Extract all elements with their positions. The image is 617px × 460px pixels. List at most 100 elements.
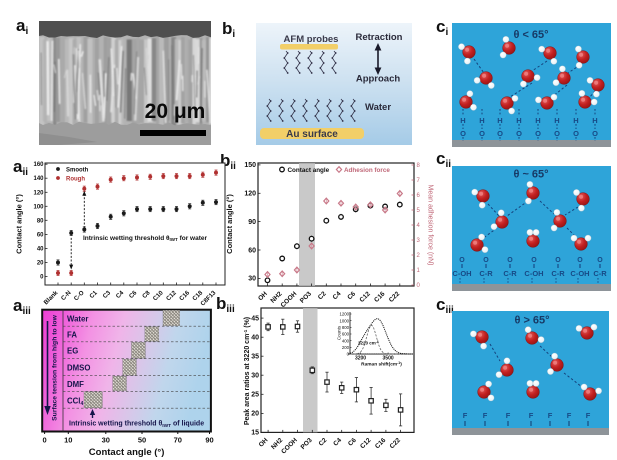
svg-text:120: 120 (33, 190, 44, 196)
svg-text:‖: ‖ (557, 264, 560, 270)
svg-text:OH: OH (258, 437, 270, 449)
svg-text:Retraction: Retraction (356, 32, 403, 43)
svg-text:2: 2 (417, 253, 421, 259)
svg-text:PO3: PO3 (300, 437, 314, 451)
svg-text:C-OH: C-OH (452, 269, 471, 278)
svg-text:Mean adhesion force (nN): Mean adhesion force (nN) (427, 185, 434, 266)
svg-text:60: 60 (248, 247, 256, 254)
svg-text:F: F (586, 411, 591, 420)
svg-text:0: 0 (347, 352, 350, 357)
svg-text:C12: C12 (359, 437, 373, 451)
svg-text:C2: C2 (317, 290, 328, 301)
svg-text:F: F (463, 411, 468, 420)
svg-text:3: 3 (417, 238, 421, 244)
svg-text:DMSO: DMSO (67, 364, 90, 373)
svg-text:O: O (535, 129, 541, 138)
svg-text:O: O (507, 257, 513, 264)
svg-text:Raman shift(cm-1): Raman shift(cm-1) (361, 361, 402, 368)
svg-text:O: O (573, 129, 579, 138)
svg-text:4: 4 (417, 223, 421, 229)
svg-text:C-R: C-R (593, 269, 607, 278)
svg-text:25: 25 (251, 392, 259, 399)
svg-text:C3: C3 (102, 289, 113, 300)
svg-text:40: 40 (251, 335, 259, 342)
svg-text:θ ~ 65°: θ ~ 65° (513, 169, 548, 181)
svg-text:60: 60 (37, 232, 44, 238)
svg-text:H: H (573, 116, 578, 125)
svg-text:F: F (506, 411, 511, 420)
svg-text:C6: C6 (346, 290, 357, 301)
svg-text:3500: 3500 (383, 356, 394, 362)
svg-text:0: 0 (40, 275, 44, 281)
svg-text:H: H (497, 116, 502, 125)
svg-text:C6: C6 (128, 289, 139, 300)
svg-text:C2: C2 (318, 437, 329, 448)
svg-text:Water: Water (365, 102, 391, 113)
svg-text:30: 30 (248, 276, 256, 283)
svg-text:1200: 1200 (339, 312, 349, 317)
svg-text:O: O (516, 129, 522, 138)
svg-text:20 μm: 20 μm (145, 100, 206, 123)
svg-text:C-R: C-R (479, 269, 493, 278)
svg-text:160: 160 (33, 162, 44, 168)
svg-text:3200: 3200 (355, 356, 366, 362)
svg-text:Contact angle (°): Contact angle (°) (89, 447, 165, 458)
svg-text:‖: ‖ (461, 264, 464, 270)
svg-text:Contact angle (°): Contact angle (°) (225, 194, 234, 254)
svg-text:Surface tension from high to l: Surface tension from high to low (52, 314, 59, 420)
svg-text:O: O (555, 257, 561, 264)
svg-text:O: O (460, 129, 466, 138)
svg-text:Adhesion force: Adhesion force (344, 167, 390, 174)
svg-text:C1: C1 (88, 289, 99, 300)
svg-text:Contact angle (°): Contact angle (°) (15, 194, 24, 254)
svg-text:O: O (483, 257, 489, 264)
svg-text:C16: C16 (374, 437, 388, 451)
svg-text:‖: ‖ (533, 264, 536, 270)
svg-text:35: 35 (251, 354, 259, 361)
svg-text:‖: ‖ (509, 264, 512, 270)
svg-text:H: H (460, 116, 465, 125)
svg-text:C-OH: C-OH (570, 269, 589, 278)
svg-text:100: 100 (33, 204, 44, 210)
svg-text:70: 70 (174, 436, 182, 445)
svg-text:800: 800 (342, 325, 350, 330)
svg-text:θ < 65°: θ < 65° (513, 29, 548, 41)
svg-text:Water: Water (67, 315, 88, 324)
svg-text:120: 120 (244, 191, 256, 198)
svg-text:10: 10 (64, 436, 72, 445)
svg-text:O: O (577, 257, 583, 264)
svg-text:H: H (592, 116, 597, 125)
svg-text:45: 45 (251, 315, 259, 322)
svg-text:1: 1 (417, 268, 421, 274)
svg-text:30: 30 (102, 436, 110, 445)
svg-text:C6: C6 (347, 437, 358, 448)
svg-text:‖: ‖ (485, 264, 488, 270)
svg-text:H: H (479, 116, 484, 125)
svg-text:Counts: Counts (337, 325, 342, 340)
svg-text:400: 400 (342, 338, 350, 343)
svg-text:3220 cm-1: 3220 cm-1 (358, 340, 379, 346)
svg-text:θ > 65°: θ > 65° (514, 315, 549, 327)
svg-text:O: O (497, 129, 503, 138)
svg-text:600: 600 (342, 332, 350, 337)
svg-text:DMF: DMF (67, 380, 84, 389)
svg-text:1000: 1000 (339, 318, 349, 323)
svg-text:EG: EG (67, 347, 78, 356)
svg-text:O: O (597, 257, 603, 264)
svg-text:15: 15 (251, 430, 259, 437)
svg-text:C8: C8 (141, 289, 152, 300)
svg-text:C22: C22 (389, 437, 403, 451)
svg-text:150: 150 (244, 162, 256, 169)
svg-text:Intrinsic wetting threshold θI: Intrinsic wetting threshold θIWT for wat… (83, 235, 208, 242)
svg-text:200: 200 (342, 345, 350, 350)
svg-text:5: 5 (417, 208, 421, 214)
svg-text:6: 6 (417, 193, 421, 199)
svg-text:CCl4: CCl4 (67, 397, 83, 408)
svg-text:F: F (567, 411, 572, 420)
svg-text:C4: C4 (332, 437, 343, 448)
svg-text:C4: C4 (115, 289, 126, 300)
svg-text:C-R: C-R (503, 269, 517, 278)
svg-text:Approach: Approach (356, 74, 401, 85)
svg-text:Peak area ratios at 3220 cm-1: Peak area ratios at 3220 cm-1 (%) (243, 317, 251, 425)
svg-text:F: F (529, 411, 534, 420)
